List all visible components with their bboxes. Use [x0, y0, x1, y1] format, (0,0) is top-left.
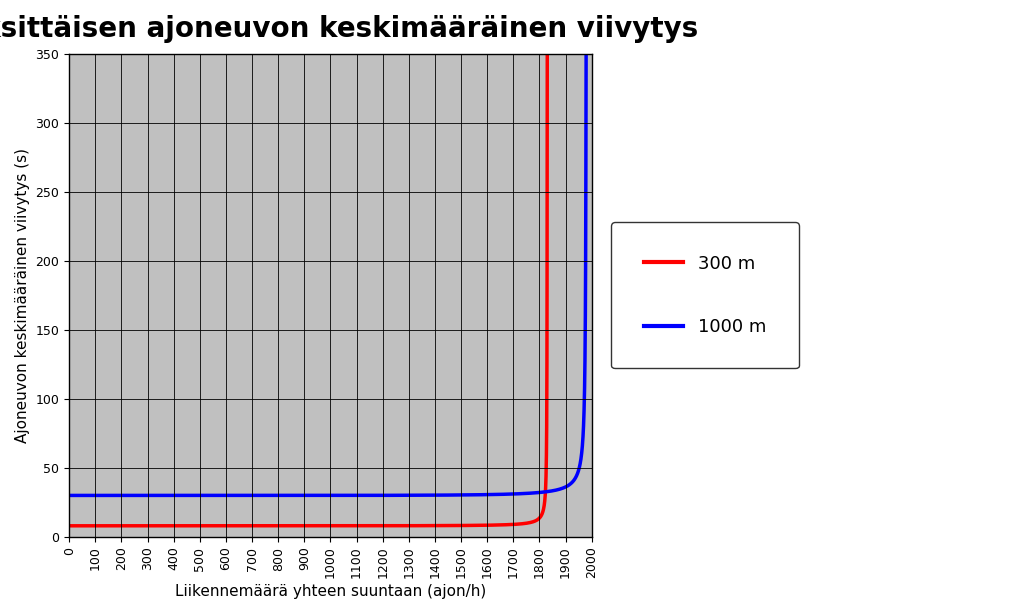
Title: Yksittäisen ajoneuvon keskimääräinen viivytys: Yksittäisen ajoneuvon keskimääräinen vii…: [0, 15, 698, 43]
1000 m: [63, 492, 76, 499]
300 m: [480, 521, 493, 529]
Line: 1000 m: 1000 m: [70, 53, 586, 495]
300 m: [63, 522, 76, 529]
1000 m: [241, 492, 253, 499]
300 m: [220, 522, 232, 529]
1000 m: [130, 492, 142, 499]
300 m: [369, 522, 381, 529]
300 m: [495, 521, 507, 529]
1000 m: [214, 492, 226, 499]
1000 m: [459, 491, 471, 499]
300 m: [512, 521, 524, 528]
1000 m: [431, 491, 443, 499]
Legend: 300 m, 1000 m: 300 m, 1000 m: [611, 222, 799, 368]
1000 m: [266, 492, 279, 499]
Line: 300 m: 300 m: [70, 53, 547, 526]
300 m: [541, 50, 553, 57]
300 m: [462, 522, 474, 529]
1000 m: [580, 50, 592, 57]
X-axis label: Liikennemäärä yhteen suuntaan (ajon/h): Liikennemäärä yhteen suuntaan (ajon/h): [175, 584, 486, 599]
Y-axis label: Ajoneuvon keskimääräinen viivytys (s): Ajoneuvon keskimääräinen viivytys (s): [15, 148, 30, 443]
